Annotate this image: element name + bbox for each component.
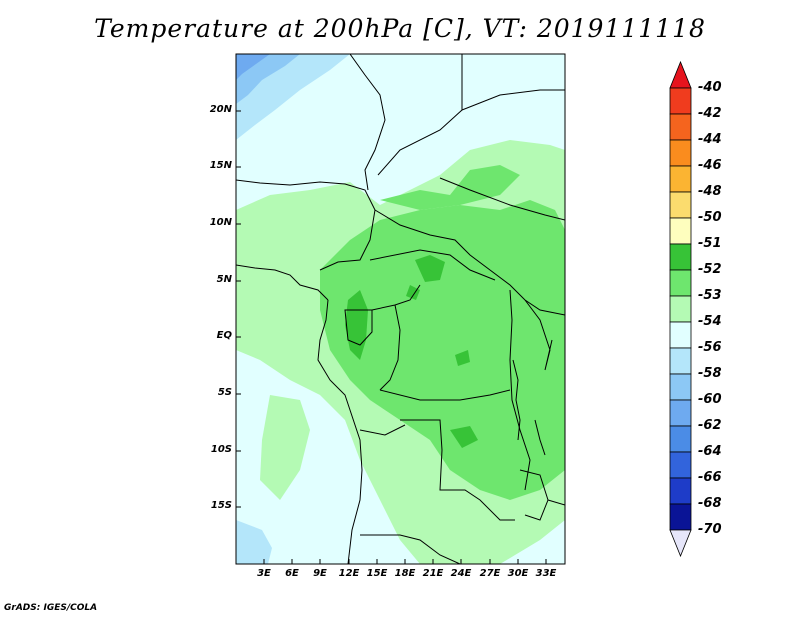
lon-label: 27E: [479, 568, 501, 579]
lat-label: 5S: [217, 387, 232, 398]
lat-label: 15N: [209, 160, 232, 171]
colorbar-swatch: [669, 373, 692, 401]
colorbar-swatch: [669, 295, 692, 323]
band-minus52-north: [380, 165, 520, 210]
colorbar-label: -46: [698, 158, 722, 173]
colorbar-swatch: [669, 87, 692, 115]
lon-label: 18E: [394, 568, 416, 579]
lat-label: 20N: [209, 104, 232, 115]
colorbar-label: -50: [698, 210, 722, 225]
colorbar-swatch: [669, 321, 692, 349]
plot-frame: [235, 53, 566, 565]
colorbar-label: -53: [698, 288, 722, 303]
lon-label: 15E: [366, 568, 388, 579]
lat-label: EQ: [216, 330, 232, 341]
colorbar-swatch: [669, 191, 692, 219]
colorbar-label: -54: [698, 314, 722, 329]
colorbar-label: -44: [698, 132, 722, 147]
credit-text: GrADS: IGES/COLA: [4, 603, 98, 613]
cold-region-south: [236, 520, 272, 564]
colorbar-top-arrow: [669, 60, 692, 89]
colorbar-label: -40: [698, 80, 722, 95]
lat-label: 10S: [210, 444, 232, 455]
colorbar-swatch: [669, 217, 692, 245]
colorbar-label: -52: [698, 262, 722, 277]
colorbar-label: -64: [698, 444, 722, 459]
colorbar-swatch: [669, 503, 692, 531]
colorbar-label: -62: [698, 418, 722, 433]
colorbar-swatch: [669, 347, 692, 375]
coldest-region-north: [236, 54, 270, 80]
colorbar-label: -51: [698, 236, 722, 251]
colorbar-swatch: [669, 243, 692, 271]
patch-minus51-c: [455, 350, 470, 366]
band-minus53-west: [260, 395, 310, 500]
colorbar-bottom-arrow: [669, 529, 692, 558]
colorbar-label: -48: [698, 184, 722, 199]
patch-minus51-d: [450, 426, 478, 448]
lon-label: 6E: [285, 568, 299, 579]
colorbar-label: -68: [698, 496, 722, 511]
lon-label: 33E: [535, 568, 557, 579]
patch-minus51-e: [406, 285, 420, 300]
chart-title: Temperature at 200hPa [C], VT: 201911111…: [94, 14, 706, 43]
colorbar-swatch: [669, 269, 692, 297]
axis-ticks: [236, 110, 547, 564]
lon-label: 24E: [450, 568, 472, 579]
band-minus52: [320, 200, 565, 500]
colorbar-label: -56: [698, 340, 722, 355]
lat-label: 15S: [210, 500, 232, 511]
temperature-field: [236, 54, 565, 564]
colorbar-label: -60: [698, 392, 722, 407]
colorbar-swatch: [669, 113, 692, 141]
colorbar-label: -42: [698, 106, 722, 121]
lon-label: 30E: [507, 568, 529, 579]
colorbar-label: -70: [698, 522, 722, 537]
colorbar-swatch: [669, 451, 692, 479]
lat-label: 10N: [209, 217, 232, 228]
patch-minus51-b: [415, 255, 445, 282]
lon-label: 9E: [313, 568, 327, 579]
lon-label: 12E: [338, 568, 360, 579]
lon-label: 3E: [257, 568, 271, 579]
colorbar-swatch: [669, 425, 692, 453]
colorbar-swatch: [669, 477, 692, 505]
lat-label: 5N: [216, 274, 232, 285]
colorbar-swatch: [669, 165, 692, 193]
colorbar-label: -58: [698, 366, 722, 381]
colorbar-swatch: [669, 139, 692, 167]
colorbar-label: -66: [698, 470, 722, 485]
boundaries: [236, 54, 565, 564]
colorbar-swatch: [669, 399, 692, 427]
colorbar: [669, 60, 692, 558]
lon-label: 21E: [422, 568, 444, 579]
